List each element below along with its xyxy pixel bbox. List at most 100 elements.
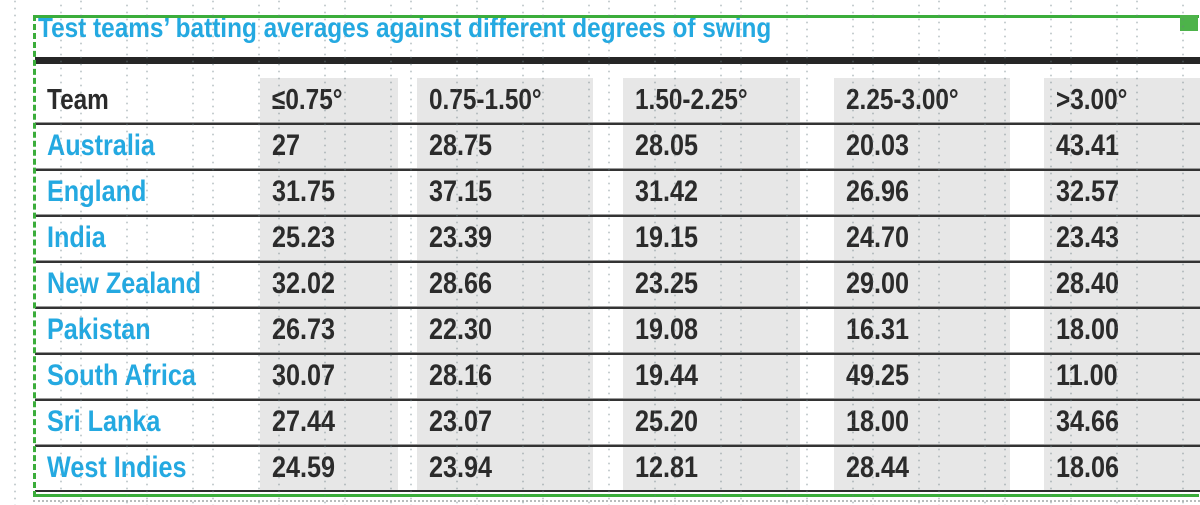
value: 19.08: [635, 312, 699, 346]
team-cell: England: [35, 168, 260, 214]
value-cell: 27: [260, 122, 417, 168]
value: 28.40: [1056, 266, 1120, 300]
value: 16.31: [846, 312, 910, 346]
team-cell: New Zealand: [35, 260, 260, 306]
column-header-swing-5: >3.00°: [1044, 78, 1200, 122]
value-cell: 28.40: [1044, 260, 1200, 306]
value: 26.73: [272, 312, 336, 346]
column-header-label: >3.00°: [1056, 83, 1128, 116]
column-header-label: ≤0.75°: [272, 83, 343, 116]
team-cell: South Africa: [35, 352, 260, 398]
table-row: South Africa 30.07 28.16 19.44 49.25 11.…: [35, 352, 1200, 398]
column-stripe: [260, 78, 398, 492]
value-cell: 37.15: [417, 168, 623, 214]
value: 19.15: [635, 220, 699, 254]
value-cell: 18.00: [834, 398, 1044, 444]
value-cell: 23.07: [417, 398, 623, 444]
team-name: West Indies: [47, 450, 187, 484]
value-cell: 31.42: [623, 168, 834, 214]
team-name: England: [47, 174, 147, 208]
value-cell: 34.66: [1044, 398, 1200, 444]
team-name: New Zealand: [47, 266, 202, 300]
value: 31.75: [272, 174, 336, 208]
value: 29.00: [846, 266, 910, 300]
value-cell: 26.73: [260, 306, 417, 352]
value: 23.07: [429, 404, 493, 438]
value-cell: 19.15: [623, 214, 834, 260]
value-cell: 43.41: [1044, 122, 1200, 168]
value-cell: 28.44: [834, 444, 1044, 490]
value: 18.06: [1056, 450, 1120, 484]
team-cell: India: [35, 214, 260, 260]
value: 24.59: [272, 450, 336, 484]
page-title: Test teams’ batting averages against dif…: [38, 12, 772, 43]
value-cell: 32.57: [1044, 168, 1200, 214]
value: 30.07: [272, 358, 336, 392]
value-cell: 28.16: [417, 352, 623, 398]
value-cell: 24.59: [260, 444, 417, 490]
value: 23.43: [1056, 220, 1120, 254]
value-cell: 23.25: [623, 260, 834, 306]
column-header-swing-2: 0.75-1.50°: [417, 78, 623, 122]
value-cell: 23.39: [417, 214, 623, 260]
column-header-team: Team: [35, 78, 260, 122]
value-cell: 30.07: [260, 352, 417, 398]
team-name: India: [47, 220, 106, 254]
team-cell: West Indies: [35, 444, 260, 490]
value-cell: 25.20: [623, 398, 834, 444]
column-header-label: 2.25-3.00°: [846, 83, 959, 116]
team-name: Australia: [47, 128, 155, 162]
value: 18.00: [1056, 312, 1120, 346]
team-name: Sri Lanka: [47, 404, 161, 438]
team-cell: Pakistan: [35, 306, 260, 352]
column-header-label: 1.50-2.25°: [635, 83, 748, 116]
value: 32.57: [1056, 174, 1120, 208]
column-stripe: [1044, 78, 1200, 492]
table-row: West Indies 24.59 23.94 12.81 28.44 18.0…: [35, 444, 1200, 490]
value: 12.81: [635, 450, 699, 484]
team-cell: Australia: [35, 122, 260, 168]
value-cell: 20.03: [834, 122, 1044, 168]
value-cell: 23.43: [1044, 214, 1200, 260]
column-header-swing-3: 1.50-2.25°: [623, 78, 834, 122]
column-stripe: [834, 78, 1010, 492]
table-row: Sri Lanka 27.44 23.07 25.20 18.00 34.66: [35, 398, 1200, 444]
column-header-label: Team: [47, 83, 109, 116]
value: 23.39: [429, 220, 493, 254]
value-cell: 31.75: [260, 168, 417, 214]
team-name: South Africa: [47, 358, 196, 392]
value-cell: 22.30: [417, 306, 623, 352]
selection-handle[interactable]: [1180, 15, 1198, 31]
header-row: Team ≤0.75° 0.75-1.50° 1.50-2.25° 2.25-3…: [35, 78, 1200, 122]
value: 37.15: [429, 174, 493, 208]
value-cell: 18.06: [1044, 444, 1200, 490]
value-cell: 32.02: [260, 260, 417, 306]
table-row: Pakistan 26.73 22.30 19.08 16.31 18.00: [35, 306, 1200, 352]
value: 27.44: [272, 404, 336, 438]
value: 11.00: [1056, 358, 1118, 392]
value: 22.30: [429, 312, 493, 346]
value: 28.66: [429, 266, 493, 300]
team-cell: Sri Lanka: [35, 398, 260, 444]
value: 32.02: [272, 266, 336, 300]
batting-averages-table: Team ≤0.75° 0.75-1.50° 1.50-2.25° 2.25-3…: [35, 78, 1200, 492]
value: 28.05: [635, 128, 699, 162]
title-divider-bar: [35, 57, 1200, 64]
value: 34.66: [1056, 404, 1120, 438]
value-cell: 24.70: [834, 214, 1044, 260]
value-cell: 12.81: [623, 444, 834, 490]
value-cell: 27.44: [260, 398, 417, 444]
value: 27: [272, 128, 301, 162]
value-cell: 26.96: [834, 168, 1044, 214]
value: 26.96: [846, 174, 910, 208]
column-stripe: [623, 78, 800, 492]
value: 28.75: [429, 128, 493, 162]
value-cell: 28.75: [417, 122, 623, 168]
value-cell: 29.00: [834, 260, 1044, 306]
column-stripe: [417, 78, 593, 492]
value: 24.70: [846, 220, 910, 254]
value: 23.25: [635, 266, 699, 300]
value-cell: 19.08: [623, 306, 834, 352]
value-cell: 28.05: [623, 122, 834, 168]
value: 28.16: [429, 358, 493, 392]
